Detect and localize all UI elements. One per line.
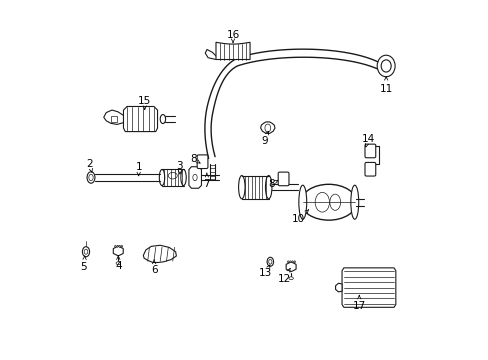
Polygon shape (260, 122, 274, 134)
Ellipse shape (350, 185, 358, 219)
Text: 13: 13 (258, 265, 271, 278)
Ellipse shape (368, 167, 371, 173)
Ellipse shape (329, 194, 340, 210)
Ellipse shape (314, 192, 329, 212)
Ellipse shape (168, 172, 177, 179)
Bar (111, 116, 117, 122)
FancyBboxPatch shape (364, 144, 375, 158)
Ellipse shape (264, 124, 270, 132)
Ellipse shape (116, 262, 120, 265)
Ellipse shape (368, 149, 371, 154)
Text: 11: 11 (379, 77, 392, 94)
Text: 15: 15 (138, 96, 151, 109)
FancyBboxPatch shape (364, 162, 375, 176)
Ellipse shape (192, 174, 197, 181)
Polygon shape (143, 245, 176, 262)
Text: 14: 14 (361, 134, 374, 147)
Text: 16: 16 (226, 30, 239, 42)
Ellipse shape (238, 176, 244, 199)
Text: 12: 12 (278, 268, 291, 284)
Polygon shape (123, 107, 157, 132)
Ellipse shape (265, 176, 271, 199)
Ellipse shape (89, 174, 93, 181)
Text: 17: 17 (352, 296, 365, 311)
Text: 5: 5 (81, 256, 87, 272)
Ellipse shape (119, 246, 120, 247)
Polygon shape (188, 167, 201, 188)
Polygon shape (113, 246, 123, 256)
Text: 8: 8 (190, 154, 200, 164)
Ellipse shape (288, 277, 293, 280)
Ellipse shape (287, 261, 288, 263)
Ellipse shape (298, 185, 306, 219)
Ellipse shape (160, 114, 165, 123)
Ellipse shape (84, 249, 88, 254)
FancyBboxPatch shape (278, 172, 288, 186)
Text: 10: 10 (291, 210, 308, 224)
Ellipse shape (281, 177, 285, 183)
Polygon shape (103, 110, 123, 125)
Text: 4: 4 (115, 256, 122, 271)
Ellipse shape (301, 184, 356, 220)
Text: 2: 2 (86, 159, 93, 172)
Text: 6: 6 (150, 260, 157, 275)
Text: 7: 7 (203, 173, 210, 189)
Polygon shape (285, 262, 295, 272)
Polygon shape (341, 268, 395, 307)
Ellipse shape (268, 260, 271, 264)
Polygon shape (216, 42, 249, 59)
Text: 3: 3 (176, 161, 183, 174)
Ellipse shape (181, 170, 186, 185)
Ellipse shape (266, 257, 273, 266)
Ellipse shape (159, 170, 164, 185)
Ellipse shape (380, 60, 390, 72)
Polygon shape (335, 283, 341, 292)
Ellipse shape (291, 261, 293, 263)
Ellipse shape (115, 246, 116, 247)
Ellipse shape (289, 261, 290, 263)
Text: 1: 1 (135, 162, 142, 176)
Ellipse shape (121, 246, 122, 247)
Text: 8: 8 (267, 179, 277, 189)
Text: 9: 9 (261, 131, 268, 145)
Ellipse shape (376, 55, 394, 77)
Ellipse shape (201, 159, 204, 165)
FancyBboxPatch shape (197, 155, 207, 168)
Ellipse shape (82, 247, 89, 257)
Ellipse shape (293, 261, 295, 263)
Ellipse shape (87, 172, 95, 183)
Ellipse shape (117, 246, 118, 247)
